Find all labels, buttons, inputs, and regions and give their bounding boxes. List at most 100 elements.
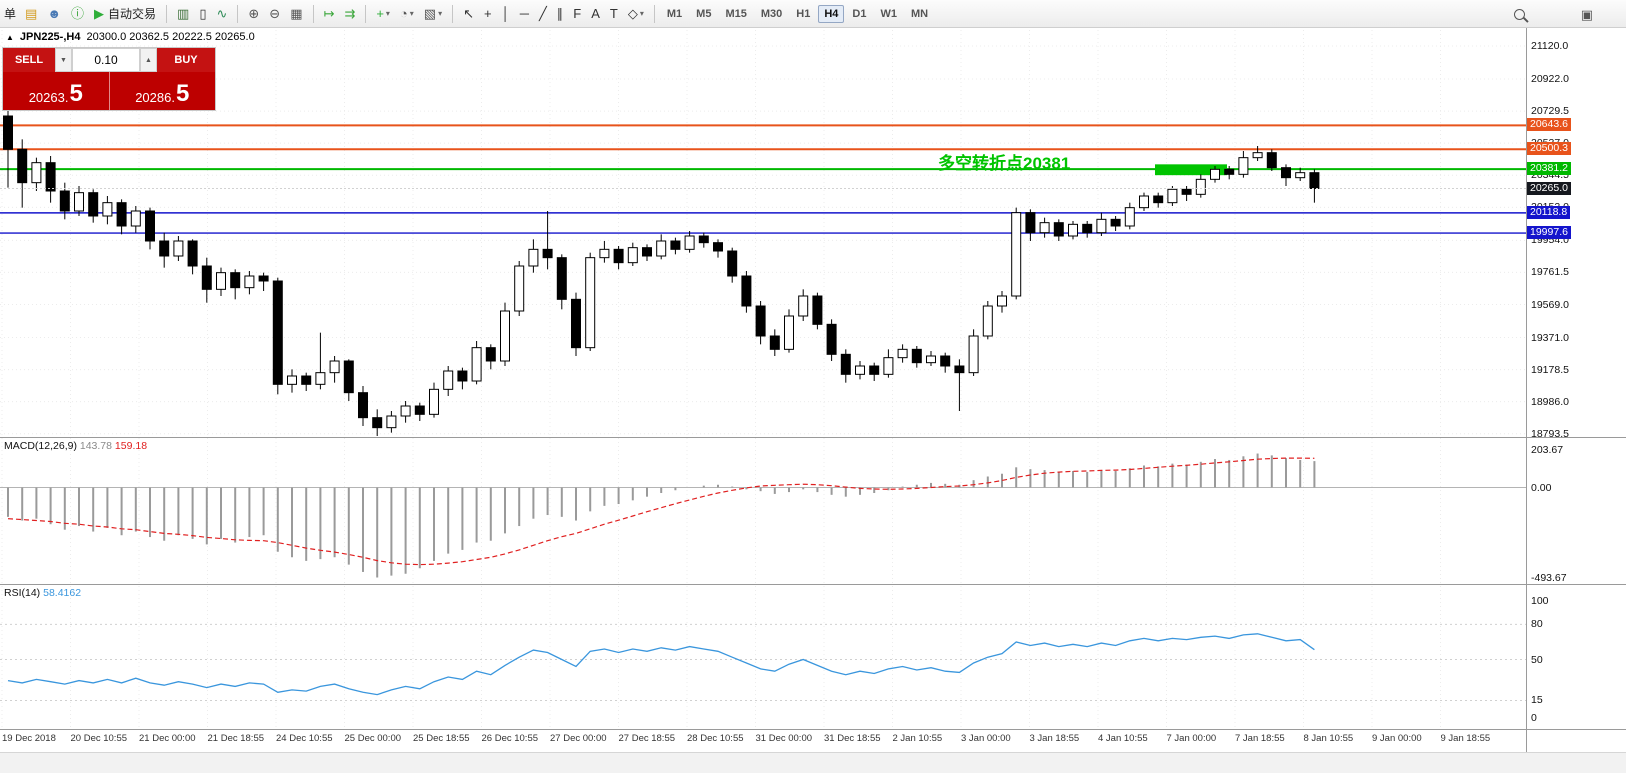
periods-icon-glyph: ◔ [399,6,408,21]
horizontal-line-icon-glyph: ─ [519,6,529,21]
tf-m1[interactable]: M1 [666,7,683,20]
tf-m5[interactable]: M5 [696,7,712,20]
line-chart-icon-glyph: ∿ [216,6,228,21]
cursor-icon[interactable]: ↖ [459,3,478,25]
zoom-out-icon[interactable]: ⊖ [265,3,284,25]
annotation-text[interactable]: 多空转折点20381 [938,154,1071,173]
channel-icon-glyph: ∥ [556,6,564,21]
macd-signal-value: 159.18 [114,440,148,452]
dropdown-arrow-icon: ▾ [409,9,414,18]
ohlc-values: 20300.0 20362.5 20222.5 20265.0 [86,31,255,43]
trade-panel-prices: 20263. 5 20286. 5 [3,72,215,110]
bar-chart-icon-glyph: ▥ [177,6,190,21]
tile-windows-icon-glyph: ▦ [290,6,303,21]
horizontal-line-icon[interactable]: ─ [516,3,533,25]
zoom-in-icon-glyph: ⊕ [248,6,260,21]
fullscreen-icon[interactable]: ▣ [1577,3,1597,25]
templates-icon[interactable]: ▧ ▾ [420,3,446,25]
text-icon-glyph: A [591,6,600,21]
one-click-toggle-icon[interactable]: ▲ [6,32,14,42]
tile-windows-icon[interactable]: ▦ [286,3,306,25]
toolbar-separator [365,4,367,23]
toolbar-group-chart-types: ▥ ▯ ∿ [172,3,232,25]
autotrading-button[interactable]: ▶ 自动交易 [90,3,160,25]
search-icon[interactable] [1508,3,1533,25]
candlestick-chart-icon-glyph: ▯ [199,6,207,21]
tf-h4[interactable]: H4 [818,4,845,23]
toolbar-right: ▣ [1507,0,1598,28]
toolbar-group-timeframes: M1 M5 M15 M30 H1 H4 D1 W1 MN [660,4,935,23]
toolbar-separator [653,4,655,23]
buy-price[interactable]: 20286. 5 [110,72,216,110]
toolbar: 单 ▤ ☻ ⓘ ▶ 自动交易 ▥ ▯ ∿ ⊕ ⊖ ▦ ↦ ⇉ + ▾ ◔ ▾ ▧ ▾ ↖ + │ ─ ╱ ∥ F A T ◇ ▾ M1 M5 M… [0,0,1626,28]
orders-icon[interactable]: ▤ [21,3,41,25]
macd-value: 143.78 [79,440,112,452]
sell-button[interactable]: SELL [3,48,55,72]
indicators-icon[interactable]: + ▾ [372,3,394,25]
zoom-out-icon-glyph: ⊖ [269,6,281,21]
bottom-strip [0,752,1626,773]
shapes-icon-glyph: ◇ [627,6,638,21]
symbol-title: JPN225-,H4 [19,31,81,43]
buy-button[interactable]: BUY [157,48,215,72]
tf-h1[interactable]: H1 [796,7,811,20]
label-icon[interactable]: T [606,3,622,25]
rsi-label: RSI(14) 58.4162 [4,587,81,599]
cursor-icon-glyph: ↖ [463,6,475,21]
fibonacci-icon-glyph: F [573,6,582,21]
zoom-in-icon[interactable]: ⊕ [244,3,263,25]
horizontal-level-lines[interactable] [0,124,1526,234]
lot-size-input[interactable] [72,48,140,72]
text-icon[interactable]: A [587,3,604,25]
macd-histogram [7,453,1316,578]
green-highlight-rect[interactable] [1155,164,1227,176]
auto-scroll-icon[interactable]: ↦ [320,3,339,25]
rsi-value: 58.4162 [43,587,82,599]
account-icon-glyph: ☻ [47,6,61,21]
toolbar-group-trading: ▤ ☻ ⓘ ▶ 自动交易 [20,3,161,25]
candlestick-chart-icon[interactable]: ▯ [195,3,210,25]
order-button[interactable]: 单 [4,7,17,21]
periods-icon[interactable]: ◔ ▾ [396,3,418,25]
tf-mn[interactable]: MN [910,7,929,20]
trendline-icon[interactable]: ╱ [535,3,551,25]
account-icon[interactable]: ☻ [43,3,65,25]
toolbar-separator [237,4,239,23]
trendline-icon-glyph: ╱ [538,6,547,21]
channel-icon[interactable]: ∥ [553,3,568,25]
sell-price[interactable]: 20263. 5 [3,72,109,110]
candles [3,106,1320,436]
toolbar-group-insert: + ▾ ◔ ▾ ▧ ▾ [371,3,447,25]
lot-decrease-button[interactable]: ▼ [55,48,72,72]
shapes-icon[interactable]: ◇ ▾ [624,3,648,25]
indicators-icon-glyph: + [376,6,384,21]
templates-icon-glyph: ▧ [423,6,437,21]
sell-price-main: 20263. [28,90,69,105]
autotrading-button-glyph: ▶ [94,6,105,21]
sell-price-pips: 5 [69,80,83,107]
lot-increase-button[interactable]: ▲ [140,48,157,72]
crosshair-icon[interactable]: + [480,3,496,25]
vertical-line-icon[interactable]: │ [498,3,514,25]
chart-shift-icon[interactable]: ⇉ [340,3,359,25]
toolbar-separator [452,4,454,23]
line-chart-icon[interactable]: ∿ [212,3,231,25]
tf-d1[interactable]: D1 [852,7,867,20]
trade-panel-divider [108,72,110,110]
tf-m15[interactable]: M15 [725,7,747,20]
grid [0,30,1526,729]
chart-shift-icon-glyph: ⇉ [344,6,356,21]
label-icon-glyph: T [609,6,618,21]
info-icon[interactable]: ⓘ [67,3,88,25]
rsi-line [7,633,1315,696]
bar-chart-icon[interactable]: ▥ [173,3,193,25]
tf-m30[interactable]: M30 [760,7,783,20]
dropdown-arrow-icon: ▾ [438,9,443,18]
tf-w1[interactable]: W1 [880,7,897,20]
magnifier-glyph [1513,8,1525,20]
rsi-level-lines [0,623,1526,701]
auto-scroll-icon-glyph: ↦ [323,6,335,21]
dropdown-arrow-icon: ▾ [385,9,390,18]
fibonacci-icon[interactable]: F [569,3,585,25]
